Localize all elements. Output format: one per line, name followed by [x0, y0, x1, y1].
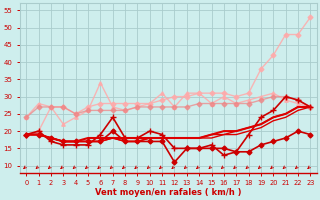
X-axis label: Vent moyen/en rafales ( km/h ): Vent moyen/en rafales ( km/h ): [95, 188, 242, 197]
